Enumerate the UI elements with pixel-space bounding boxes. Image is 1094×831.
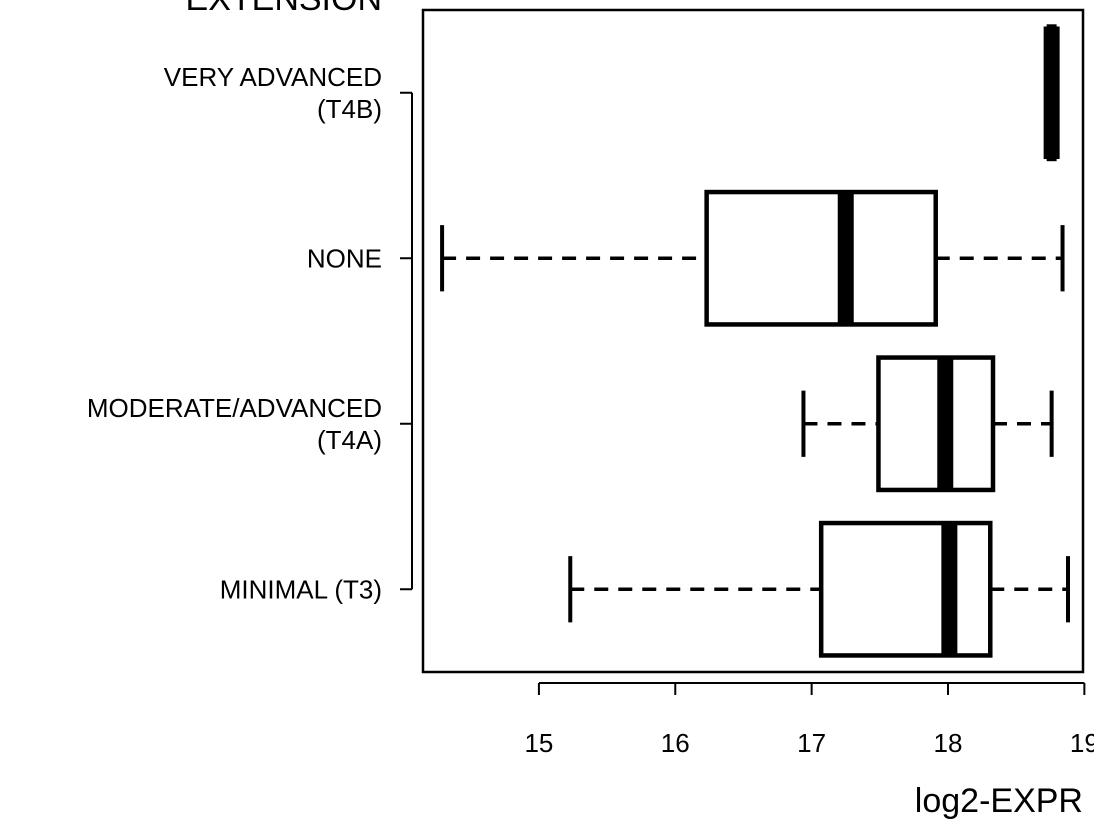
x-axis-title: log2-EXPR [915,782,1083,820]
iqr-box [818,520,993,658]
category-label: VERY ADVANCED [164,62,382,92]
x-tick-label: 16 [661,728,690,758]
category-label: NONE [307,243,382,273]
iqr-box [876,355,996,493]
box-group [801,355,1054,493]
x-tick-label: 15 [524,728,553,758]
chart-title: EXTENSION [186,0,382,18]
category-label: (T4A) [317,425,382,455]
category-label: MODERATE/ADVANCED [87,393,382,423]
x-tick-label: 19 [1070,728,1094,758]
box-group [568,520,1070,658]
y-axis: MINIMAL (T3) MODERATE/ADVANCED(T4A) NONE VE… [87,62,413,604]
x-axis: 15 16 17 18 19 [524,682,1094,758]
box-group [1043,24,1060,162]
plot-frame [421,8,1085,674]
box-group [440,189,1065,327]
x-tick-label: 18 [934,728,963,758]
category-label: MINIMAL (T3) [220,574,382,604]
box-series [440,24,1070,658]
category-label: (T4B) [317,94,382,124]
x-tick-label: 17 [797,728,826,758]
iqr-box [704,189,938,327]
